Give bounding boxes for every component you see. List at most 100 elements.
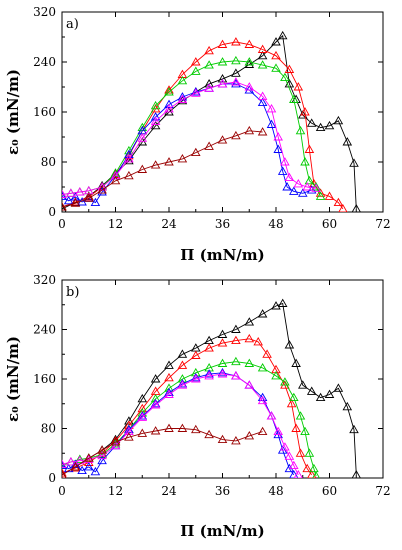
data-point xyxy=(191,374,201,383)
series-line xyxy=(62,428,263,476)
data-point xyxy=(62,460,67,470)
data-point xyxy=(204,370,214,380)
data-point xyxy=(342,401,353,411)
data-point xyxy=(271,370,281,380)
data-point xyxy=(90,197,101,207)
data-point xyxy=(231,78,241,88)
data-point xyxy=(75,187,85,196)
data-point xyxy=(324,389,335,398)
data-point xyxy=(137,412,148,421)
data-point xyxy=(124,153,134,163)
data-point xyxy=(293,178,304,188)
data-point xyxy=(62,191,67,200)
data-point xyxy=(124,170,134,180)
data-point xyxy=(306,118,317,127)
data-point xyxy=(70,198,81,207)
data-point xyxy=(315,392,326,402)
data-point xyxy=(63,195,74,205)
data-point xyxy=(244,358,255,367)
data-point xyxy=(217,57,228,66)
x-tick-label: 36 xyxy=(215,484,230,498)
series-line xyxy=(62,41,344,210)
data-point xyxy=(351,469,361,478)
data-point xyxy=(177,378,188,388)
data-point xyxy=(300,107,310,116)
data-point xyxy=(204,45,214,55)
data-point xyxy=(302,182,312,191)
data-point xyxy=(191,350,201,359)
x-tick-label: 12 xyxy=(108,217,123,231)
series-2 xyxy=(62,356,320,478)
y-tick-label: 0 xyxy=(48,205,56,219)
data-point xyxy=(137,164,148,173)
data-point xyxy=(324,120,335,130)
series-5 xyxy=(62,125,268,211)
y-tick-label: 320 xyxy=(33,5,56,19)
data-point xyxy=(304,144,315,153)
data-point xyxy=(298,380,308,389)
y-tick-label: 80 xyxy=(41,155,56,169)
data-point xyxy=(177,153,188,163)
series-4 xyxy=(62,77,321,198)
y-tick-label: 0 xyxy=(48,471,56,485)
data-point xyxy=(84,192,94,201)
data-point xyxy=(244,333,255,343)
data-point xyxy=(257,395,268,405)
data-point xyxy=(217,39,228,48)
data-point xyxy=(300,157,310,166)
data-point xyxy=(333,115,344,125)
data-point xyxy=(164,423,174,432)
data-point xyxy=(97,445,107,454)
data-point xyxy=(62,202,67,211)
data-point xyxy=(124,432,134,441)
data-point xyxy=(137,393,148,403)
data-point xyxy=(257,50,268,60)
data-point xyxy=(164,87,174,96)
series-line xyxy=(62,130,263,208)
series-line xyxy=(62,361,317,477)
x-tick-label: 60 xyxy=(322,484,337,498)
data-point xyxy=(164,103,174,113)
data-point xyxy=(312,471,320,478)
data-point xyxy=(311,182,321,191)
series-line xyxy=(62,83,312,204)
data-point xyxy=(84,454,94,463)
data-point xyxy=(298,188,308,197)
data-point xyxy=(257,127,268,136)
data-point xyxy=(231,356,241,366)
data-point xyxy=(286,398,297,408)
data-point xyxy=(271,301,281,310)
y-tick-label: 80 xyxy=(41,422,56,436)
data-point xyxy=(217,434,228,444)
data-point xyxy=(124,149,134,158)
x-axis-label: Π (mN/m) xyxy=(180,522,265,540)
data-point xyxy=(204,343,214,352)
data-point xyxy=(231,77,241,86)
data-point xyxy=(231,370,241,380)
data-point xyxy=(257,60,268,69)
data-point xyxy=(150,112,161,121)
data-point xyxy=(66,188,76,197)
data-point xyxy=(309,463,319,473)
data-point xyxy=(231,68,241,77)
data-point xyxy=(84,193,94,202)
data-point xyxy=(271,37,281,46)
data-point xyxy=(277,30,288,40)
data-point xyxy=(271,63,281,72)
series-line xyxy=(62,60,322,197)
x-tick-label: 24 xyxy=(161,217,177,231)
data-point xyxy=(217,329,228,338)
x-tick-label: 0 xyxy=(58,217,66,231)
data-point xyxy=(66,456,76,466)
data-point xyxy=(124,416,134,425)
data-point xyxy=(62,468,67,477)
data-point xyxy=(191,88,201,97)
data-point xyxy=(177,360,188,369)
data-point xyxy=(338,203,348,212)
data-point xyxy=(284,172,295,182)
data-point xyxy=(266,103,277,113)
series-5 xyxy=(62,423,268,478)
data-point xyxy=(244,430,255,440)
data-point xyxy=(191,87,201,96)
